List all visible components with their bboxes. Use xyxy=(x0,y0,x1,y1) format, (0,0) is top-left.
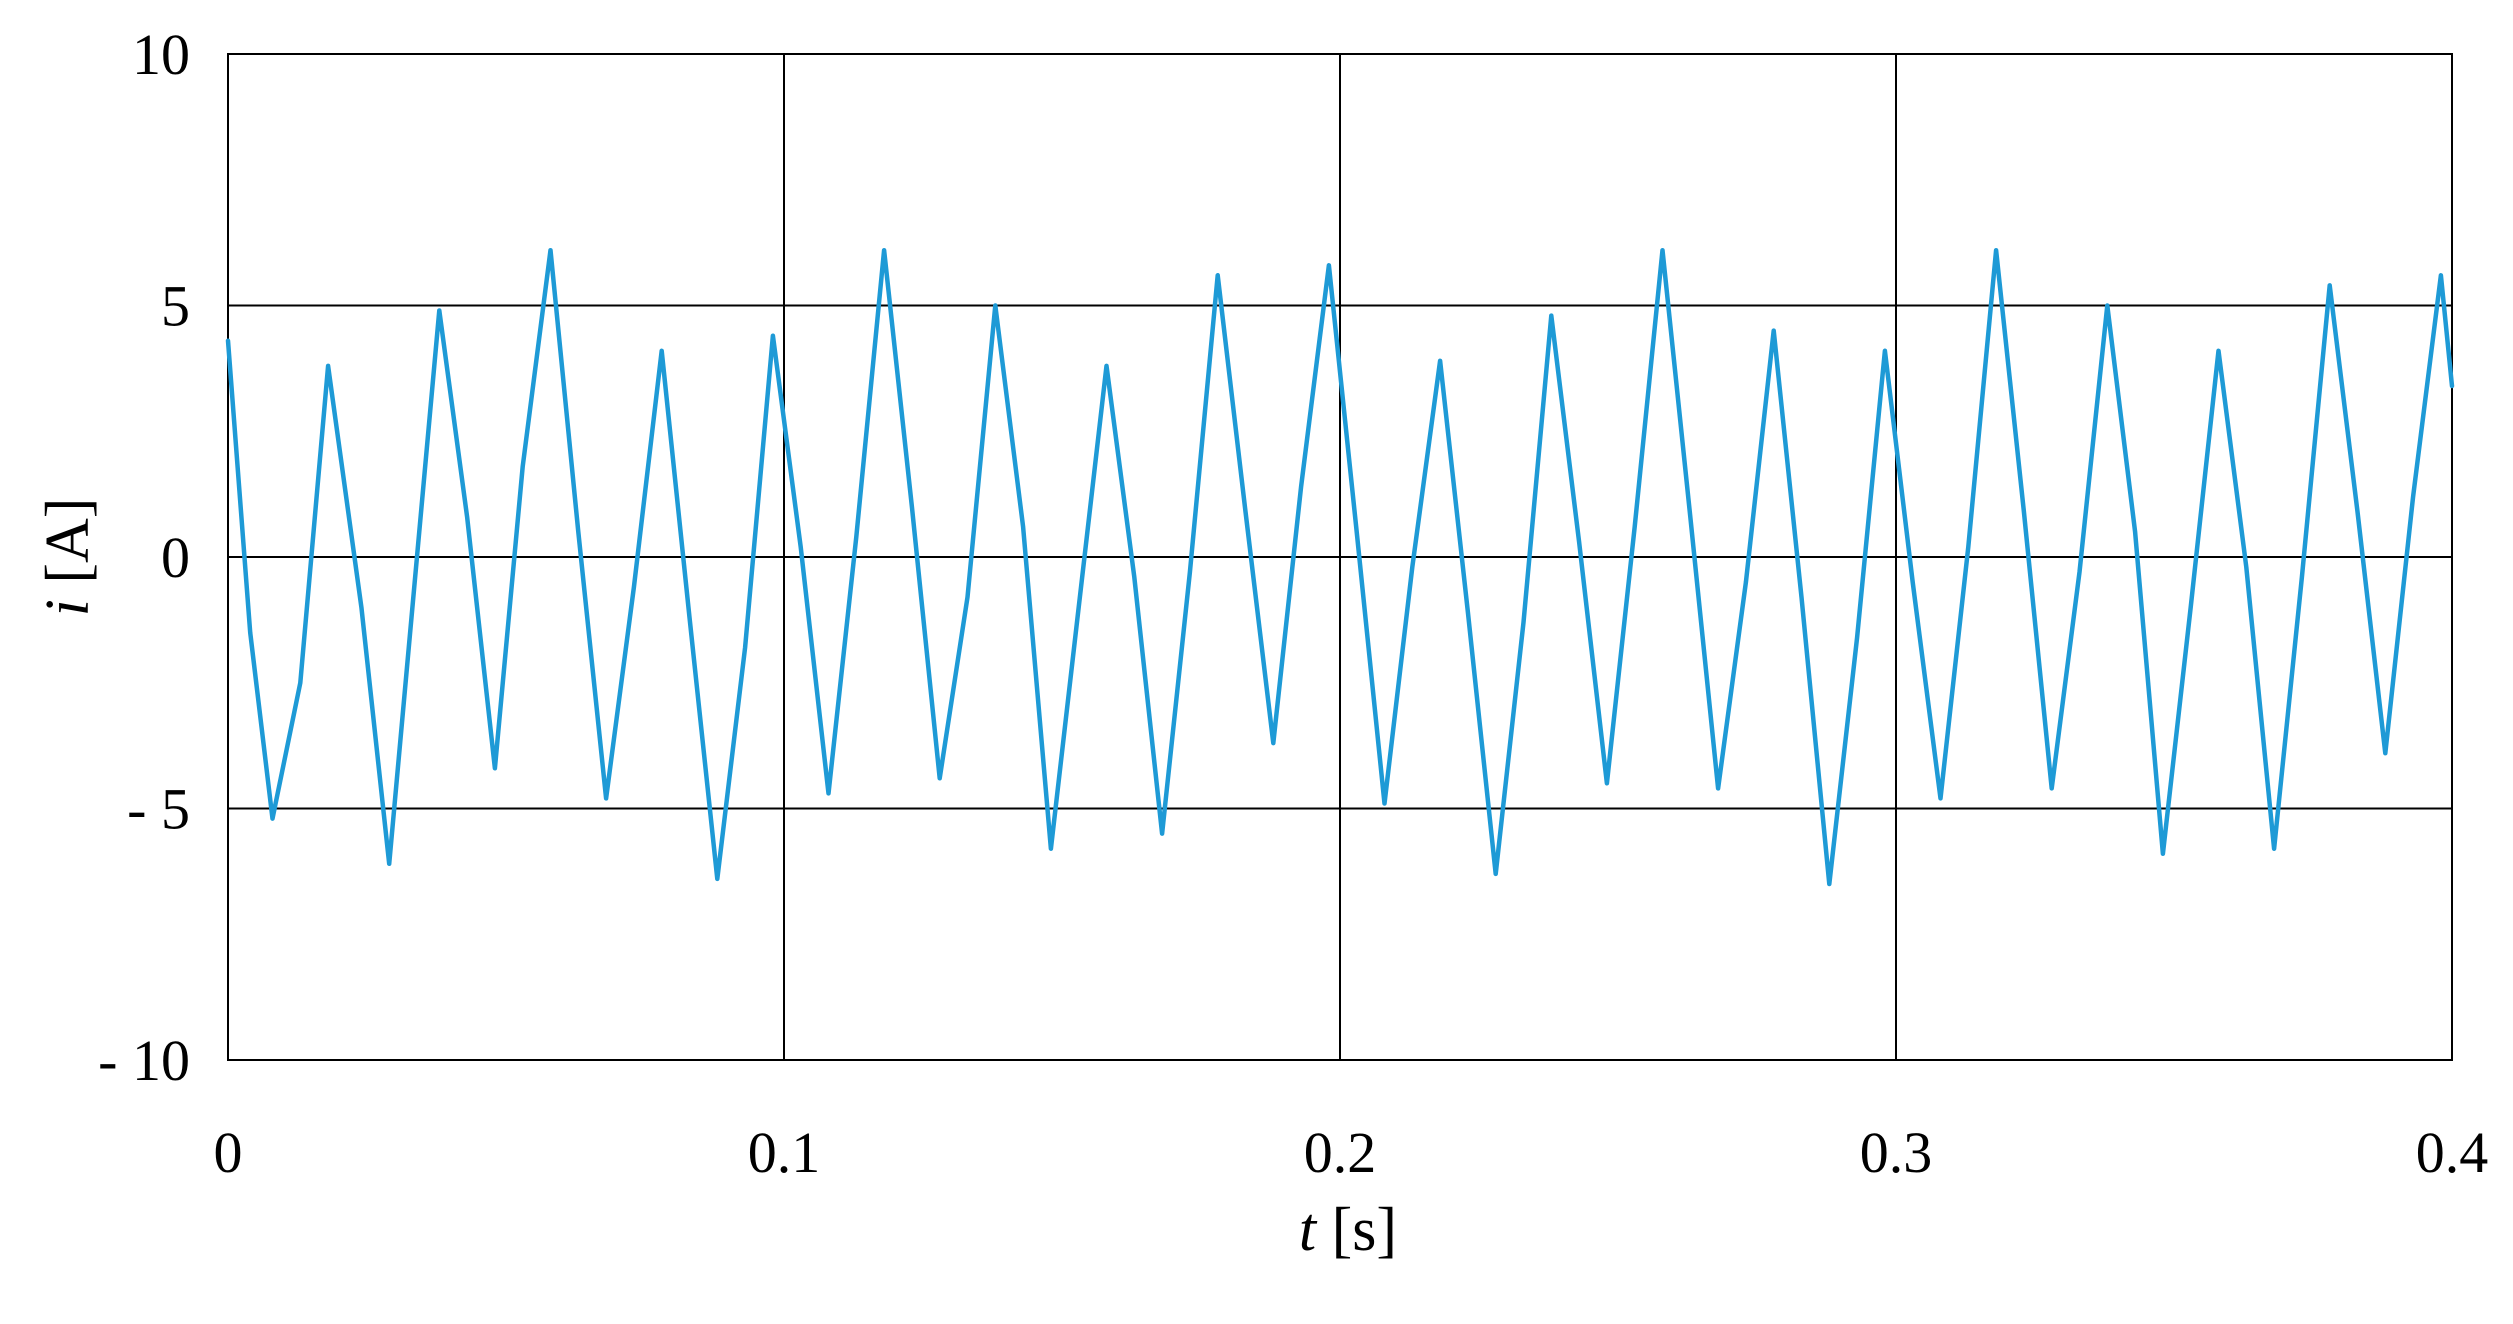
x-tick-label: 0.1 xyxy=(748,1120,821,1185)
y-tick-label: - 10 xyxy=(98,1028,190,1093)
y-tick-labels: 10 5 0 - 5 - 10 xyxy=(98,22,190,1093)
plot-frame xyxy=(227,53,2453,1061)
y-tick-label: 10 xyxy=(132,22,190,87)
x-tick-label: 0.2 xyxy=(1304,1120,1377,1185)
y-axis-label: i [A] xyxy=(34,498,102,617)
y-tick-label: - 5 xyxy=(127,777,190,842)
x-axis-label: t [s] xyxy=(1299,1196,1397,1264)
grid-lines xyxy=(227,53,2453,1061)
y-tick-label: 5 xyxy=(161,274,190,339)
y-tick-label: 0 xyxy=(161,525,190,590)
x-tick-label: 0.3 xyxy=(1860,1120,1933,1185)
current-series-line xyxy=(225,247,2455,887)
x-tick-labels: 0 0.1 0.2 0.3 0.4 xyxy=(214,1120,2489,1185)
x-tick-label: 0.4 xyxy=(2416,1120,2489,1185)
x-tick-label: 0 xyxy=(214,1120,243,1185)
